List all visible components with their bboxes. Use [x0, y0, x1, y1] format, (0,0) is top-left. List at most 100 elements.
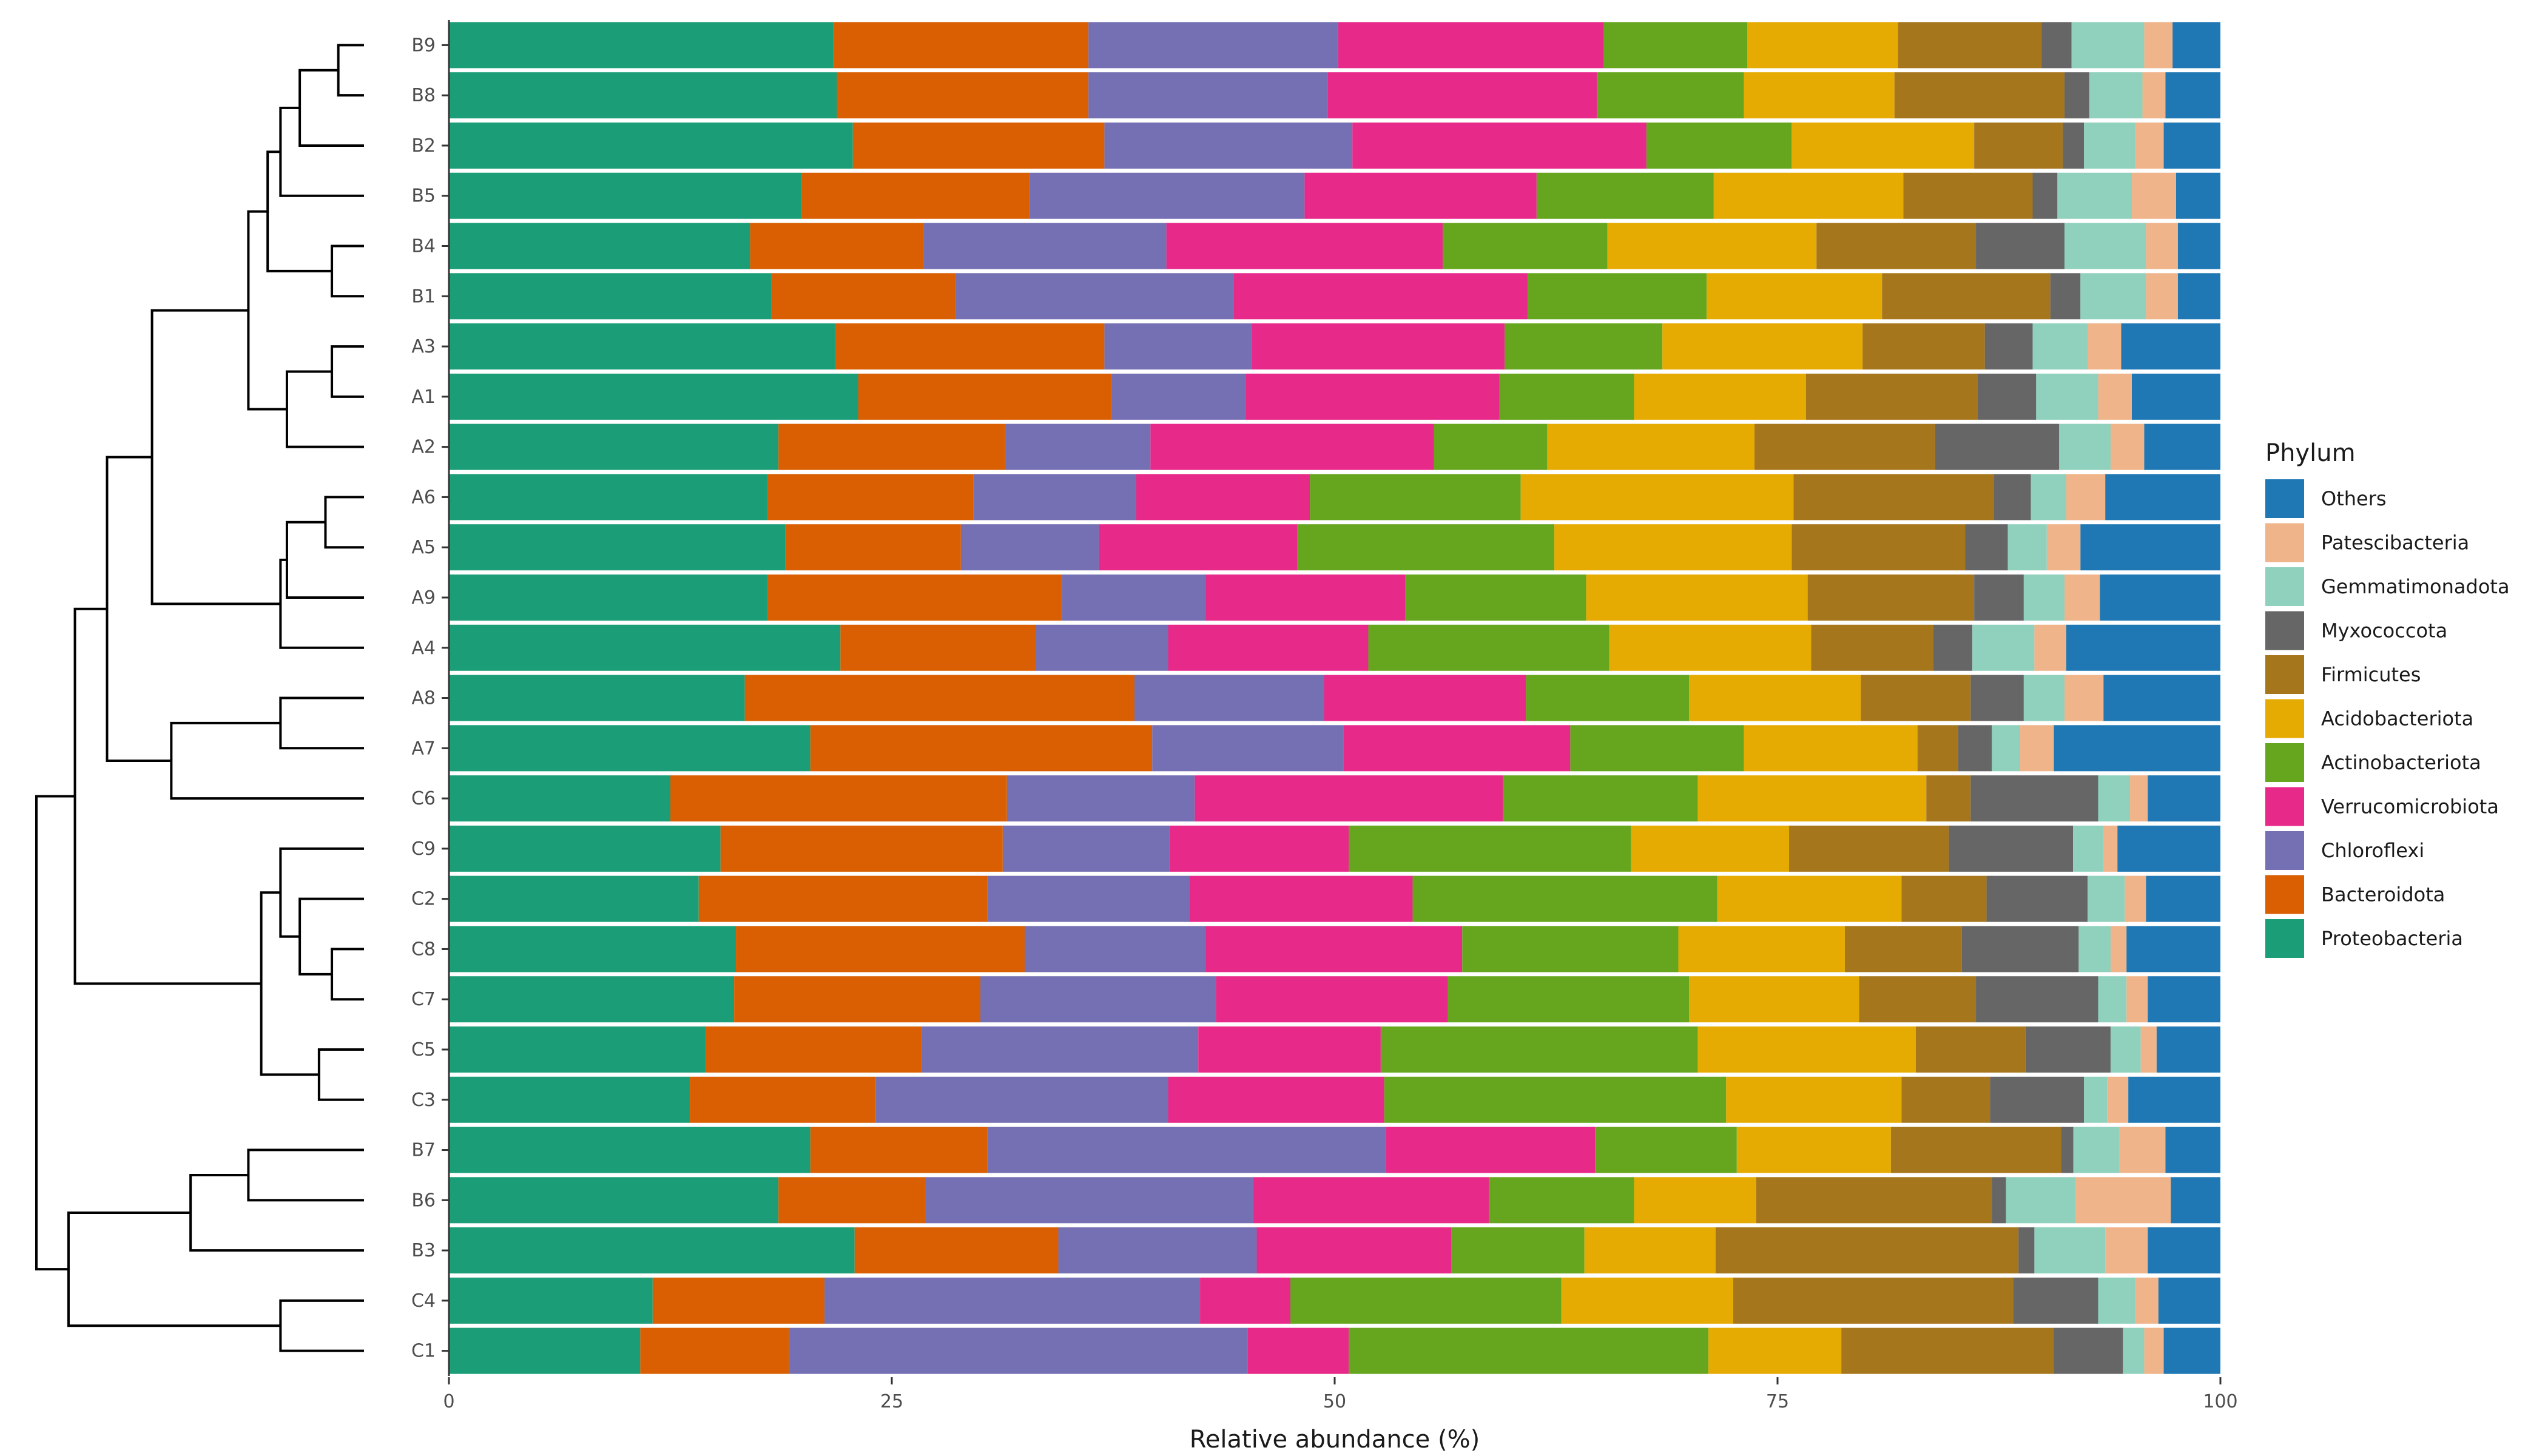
- bar-segment-A3-gemmatimonadota: [2032, 323, 2088, 370]
- bar-segment-B2-bacteroidota: [852, 122, 1105, 169]
- bar-segment-C7-patescibacteria: [2126, 976, 2148, 1023]
- bar-segment-A1-gemmatimonadota: [2036, 373, 2098, 420]
- bar-row-A7: [449, 725, 2220, 772]
- bar-row-A6: [449, 474, 2220, 521]
- bar-segment-C2-firmicutes: [1901, 875, 1987, 922]
- bar-segment-B6-gemmatimonadota: [2006, 1177, 2075, 1224]
- bar-segment-C7-actinobacteriota: [1448, 976, 1689, 1023]
- bar-segment-B6-proteobacteria: [449, 1177, 779, 1224]
- dendrogram-branch-13: [279, 1299, 364, 1352]
- bar-segment-C9-chloroflexi: [1002, 825, 1170, 872]
- bar-segment-C7-proteobacteria: [449, 976, 735, 1023]
- bar-segment-C2-gemmatimonadota: [2088, 875, 2125, 922]
- bar-segment-A7-chloroflexi: [1152, 725, 1344, 772]
- bar-segment-B6-patescibacteria: [2075, 1177, 2171, 1224]
- bar-segment-B4-verrucomicrobiota: [1166, 223, 1443, 269]
- bar-segment-B4-chloroflexi: [923, 223, 1167, 269]
- bar-segment-A1-proteobacteria: [449, 373, 858, 420]
- bar-segment-A5-bacteroidota: [785, 524, 961, 571]
- bar-segment-B8-chloroflexi: [1088, 72, 1328, 119]
- bar-segment-C8-gemmatimonadota: [2078, 926, 2111, 972]
- bar-segment-A1-acidobacteriota: [1634, 373, 1806, 420]
- bar-segment-C9-bacteroidota: [720, 825, 1003, 872]
- bar-segment-B7-acidobacteriota: [1736, 1127, 1891, 1173]
- bar-segment-A7-firmicutes: [1917, 725, 1958, 772]
- bar-segment-A6-proteobacteria: [449, 474, 768, 521]
- bar-segment-B8-gemmatimonadota: [2089, 72, 2143, 119]
- bar-segment-B7-gemmatimonadota: [2073, 1127, 2120, 1173]
- bar-segment-C3-gemmatimonadota: [2084, 1076, 2108, 1123]
- bar-segment-B8-acidobacteriota: [1744, 72, 1895, 119]
- dendrogram-branch-24: [67, 1212, 281, 1327]
- bar-segment-A5-acidobacteriota: [1554, 524, 1792, 571]
- bar-segment-C3-myxococcota: [1990, 1076, 2085, 1123]
- bar-segment-C8-bacteroidota: [736, 926, 1025, 972]
- bar-segment-C4-acidobacteriota: [1561, 1277, 1733, 1324]
- bar-segment-A9-actinobacteriota: [1405, 574, 1586, 621]
- bar-segment-B6-chloroflexi: [925, 1177, 1253, 1224]
- bar-segment-C3-bacteroidota: [690, 1076, 876, 1123]
- bar-segment-B1-acidobacteriota: [1707, 273, 1882, 320]
- dendrogram-branch-11: [279, 847, 364, 938]
- bar-segment-B3-bacteroidota: [854, 1227, 1059, 1274]
- bar-segment-A7-acidobacteriota: [1744, 725, 1918, 772]
- bar-segment-C2-actinobacteriota: [1412, 875, 1717, 922]
- bar-segment-C6-acidobacteriota: [1697, 775, 1927, 822]
- bar-segment-A6-patescibacteria: [2066, 474, 2106, 521]
- bar-segment-C1-patescibacteria: [2144, 1327, 2164, 1374]
- dendrogram-branch-10: [279, 106, 364, 197]
- bar-segment-C4-myxococcota: [2013, 1277, 2098, 1324]
- bar-segment-B6-actinobacteriota: [1489, 1177, 1634, 1224]
- bar-segment-B1-firmicutes: [1882, 273, 2051, 320]
- legend-label-chloroflexi: Chloroflexi: [2321, 839, 2424, 862]
- bar-row-C2: [449, 875, 2220, 922]
- bar-segment-A9-gemmatimonadota: [2023, 574, 2065, 621]
- bar-segment-C5-gemmatimonadota: [2110, 1026, 2141, 1073]
- bar-segment-A9-proteobacteria: [449, 574, 768, 621]
- bar-segment-B9-chloroflexi: [1088, 22, 1338, 69]
- dendrogram-branch-8: [285, 370, 364, 448]
- bar-segment-C4-chloroflexi: [824, 1277, 1201, 1324]
- bars: [449, 22, 2220, 1374]
- bar-row-C9: [449, 825, 2220, 872]
- bar-segment-C3-actinobacteriota: [1384, 1076, 1727, 1123]
- sample-label-A9: A9: [411, 587, 436, 608]
- sample-label-A2: A2: [411, 437, 436, 458]
- dendrogram-branch-0: [337, 44, 364, 97]
- x-tick-label-50: 50: [1323, 1391, 1346, 1412]
- bar-segment-B9-actinobacteriota: [1603, 22, 1748, 69]
- sample-label-A8: A8: [411, 688, 436, 709]
- bar-segment-C2-others: [2146, 875, 2220, 922]
- bar-segment-B1-patescibacteria: [2146, 273, 2178, 320]
- legend-label-proteobacteria: Proteobacteria: [2321, 927, 2463, 950]
- bar-row-A4: [449, 624, 2220, 671]
- bar-segment-B9-bacteroidota: [833, 22, 1089, 69]
- bar-segment-A2-myxococcota: [1935, 423, 2060, 470]
- sample-labels: B9 B8 B2 B5 B4 B1 A3 A1 A2 A6 A5 A9 A4 A8 A7 C6 C9 C2 C8 C7…: [411, 35, 449, 1362]
- dendrogram-branch-3: [331, 948, 364, 1001]
- bar-segment-B2-patescibacteria: [2135, 122, 2164, 169]
- bar-segment-B6-myxococcota: [1992, 1177, 2006, 1224]
- bar-segment-A2-gemmatimonadota: [2059, 423, 2111, 470]
- bar-segment-A5-patescibacteria: [2046, 524, 2081, 571]
- bar-segment-C8-myxococcota: [1961, 926, 2079, 972]
- bar-segment-C6-verrucomicrobiota: [1195, 775, 1503, 822]
- bar-segment-A6-chloroflexi: [973, 474, 1136, 521]
- bar-row-B3: [449, 1227, 2220, 1274]
- bar-segment-C3-acidobacteriota: [1726, 1076, 1902, 1123]
- bar-segment-B5-patescibacteria: [2132, 172, 2176, 219]
- bar-segment-B5-myxococcota: [2032, 172, 2058, 219]
- dendrogram: [35, 44, 364, 1352]
- x-axis: 0 25 50 75 100: [443, 20, 2238, 1412]
- bar-segment-B8-patescibacteria: [2142, 72, 2166, 119]
- bar-segment-C2-bacteroidota: [698, 875, 988, 922]
- bar-segment-B5-bacteroidota: [801, 172, 1030, 219]
- bar-segment-A4-others: [2066, 624, 2220, 671]
- bar-segment-B3-acidobacteriota: [1584, 1227, 1716, 1274]
- bar-segment-A2-verrucomicrobiota: [1150, 423, 1434, 470]
- bar-segment-A7-bacteroidota: [810, 725, 1153, 772]
- bar-segment-A4-acidobacteriota: [1609, 624, 1812, 671]
- bar-segment-A1-firmicutes: [1805, 373, 1978, 420]
- bar-segment-B7-myxococcota: [2061, 1127, 2074, 1173]
- bar-segment-C6-firmicutes: [1926, 775, 1971, 822]
